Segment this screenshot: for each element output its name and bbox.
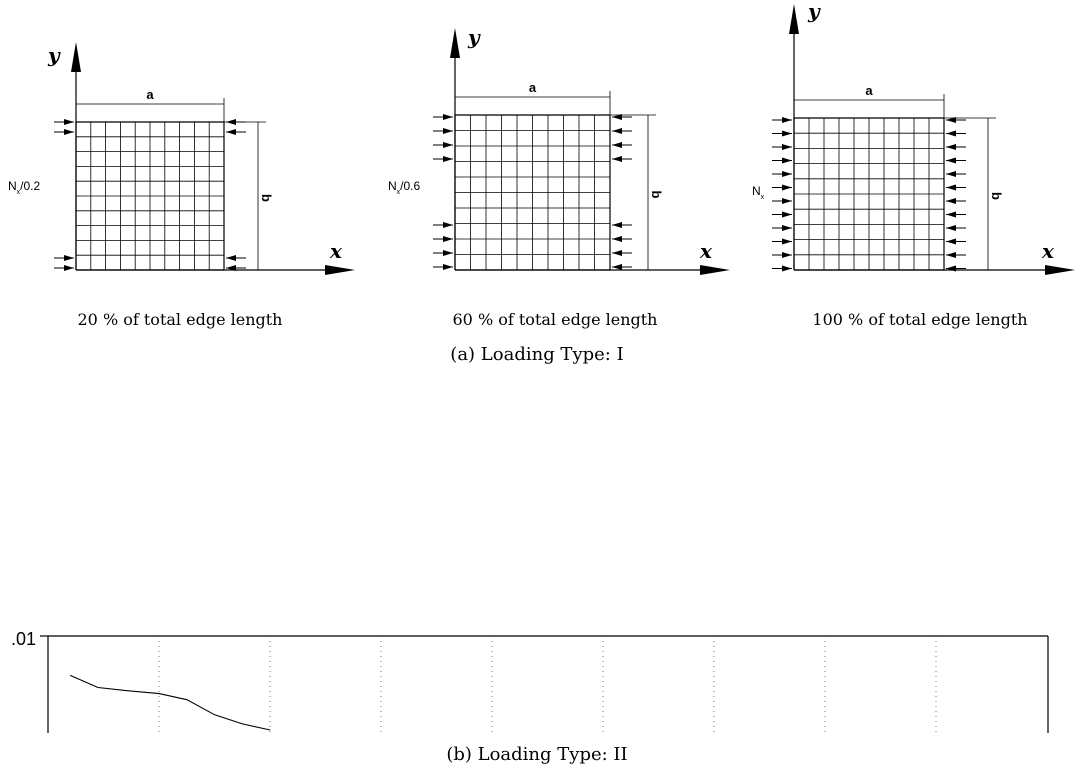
dim-a-label: a	[865, 83, 873, 98]
subcaption-b: (b) Loading Type: II	[446, 744, 627, 765]
figure-a-panels: x y a b Nx/0.2 20 % of total edge length x y a b N…	[8, 0, 1075, 329]
y-tick-label: .01	[11, 629, 36, 649]
y-axis-label: y	[467, 25, 481, 49]
subcaption-a: (a) Loading Type: I	[450, 344, 623, 365]
panel-caption: 60 % of total edge length	[453, 310, 658, 329]
panel-caption: 100 % of total edge length	[812, 310, 1027, 329]
dim-b-label: b	[649, 191, 664, 199]
dim-b-label: b	[989, 192, 1004, 200]
y-axis-arrow-icon	[789, 4, 799, 34]
x-axis-arrow-icon	[1045, 265, 1075, 275]
x-axis-arrow-icon	[700, 265, 730, 275]
series-line	[69, 674, 271, 731]
load-label: Nx	[752, 184, 765, 201]
x-axis-label: x	[699, 239, 713, 263]
y-axis-label: y	[47, 43, 61, 67]
x-axis-label: x	[329, 239, 343, 263]
y-axis-arrow-icon	[450, 28, 460, 58]
load-arrows	[433, 114, 632, 270]
gridlines	[158, 636, 937, 733]
panel-p20: x y a b Nx/0.2 20 % of total edge length	[8, 42, 355, 329]
dim-a-label: a	[146, 87, 154, 102]
mesh-grid	[75, 121, 225, 271]
x-axis-label: x	[1041, 239, 1055, 263]
dim-a-label: a	[529, 80, 537, 95]
panel-p100: x y a b Nx 100 % of total edge length	[752, 0, 1075, 329]
y-axis-label: y	[807, 0, 821, 23]
dim-b-label: b	[259, 194, 274, 202]
panel-caption: 20 % of total edge length	[78, 310, 283, 329]
load-label: Nx/0.6	[388, 179, 421, 196]
y-axis-arrow-icon	[71, 42, 81, 72]
chart-b: .01	[11, 629, 1049, 733]
series-layer	[69, 674, 271, 731]
load-arrows	[772, 117, 966, 272]
x-axis-arrow-icon	[325, 265, 355, 275]
panel-p60: x y a b Nx/0.6 60 % of total edge length	[388, 25, 730, 329]
mesh-grid	[793, 117, 945, 271]
mesh-grid	[454, 114, 611, 271]
load-label: Nx/0.2	[8, 179, 41, 196]
load-arrows	[54, 119, 246, 271]
